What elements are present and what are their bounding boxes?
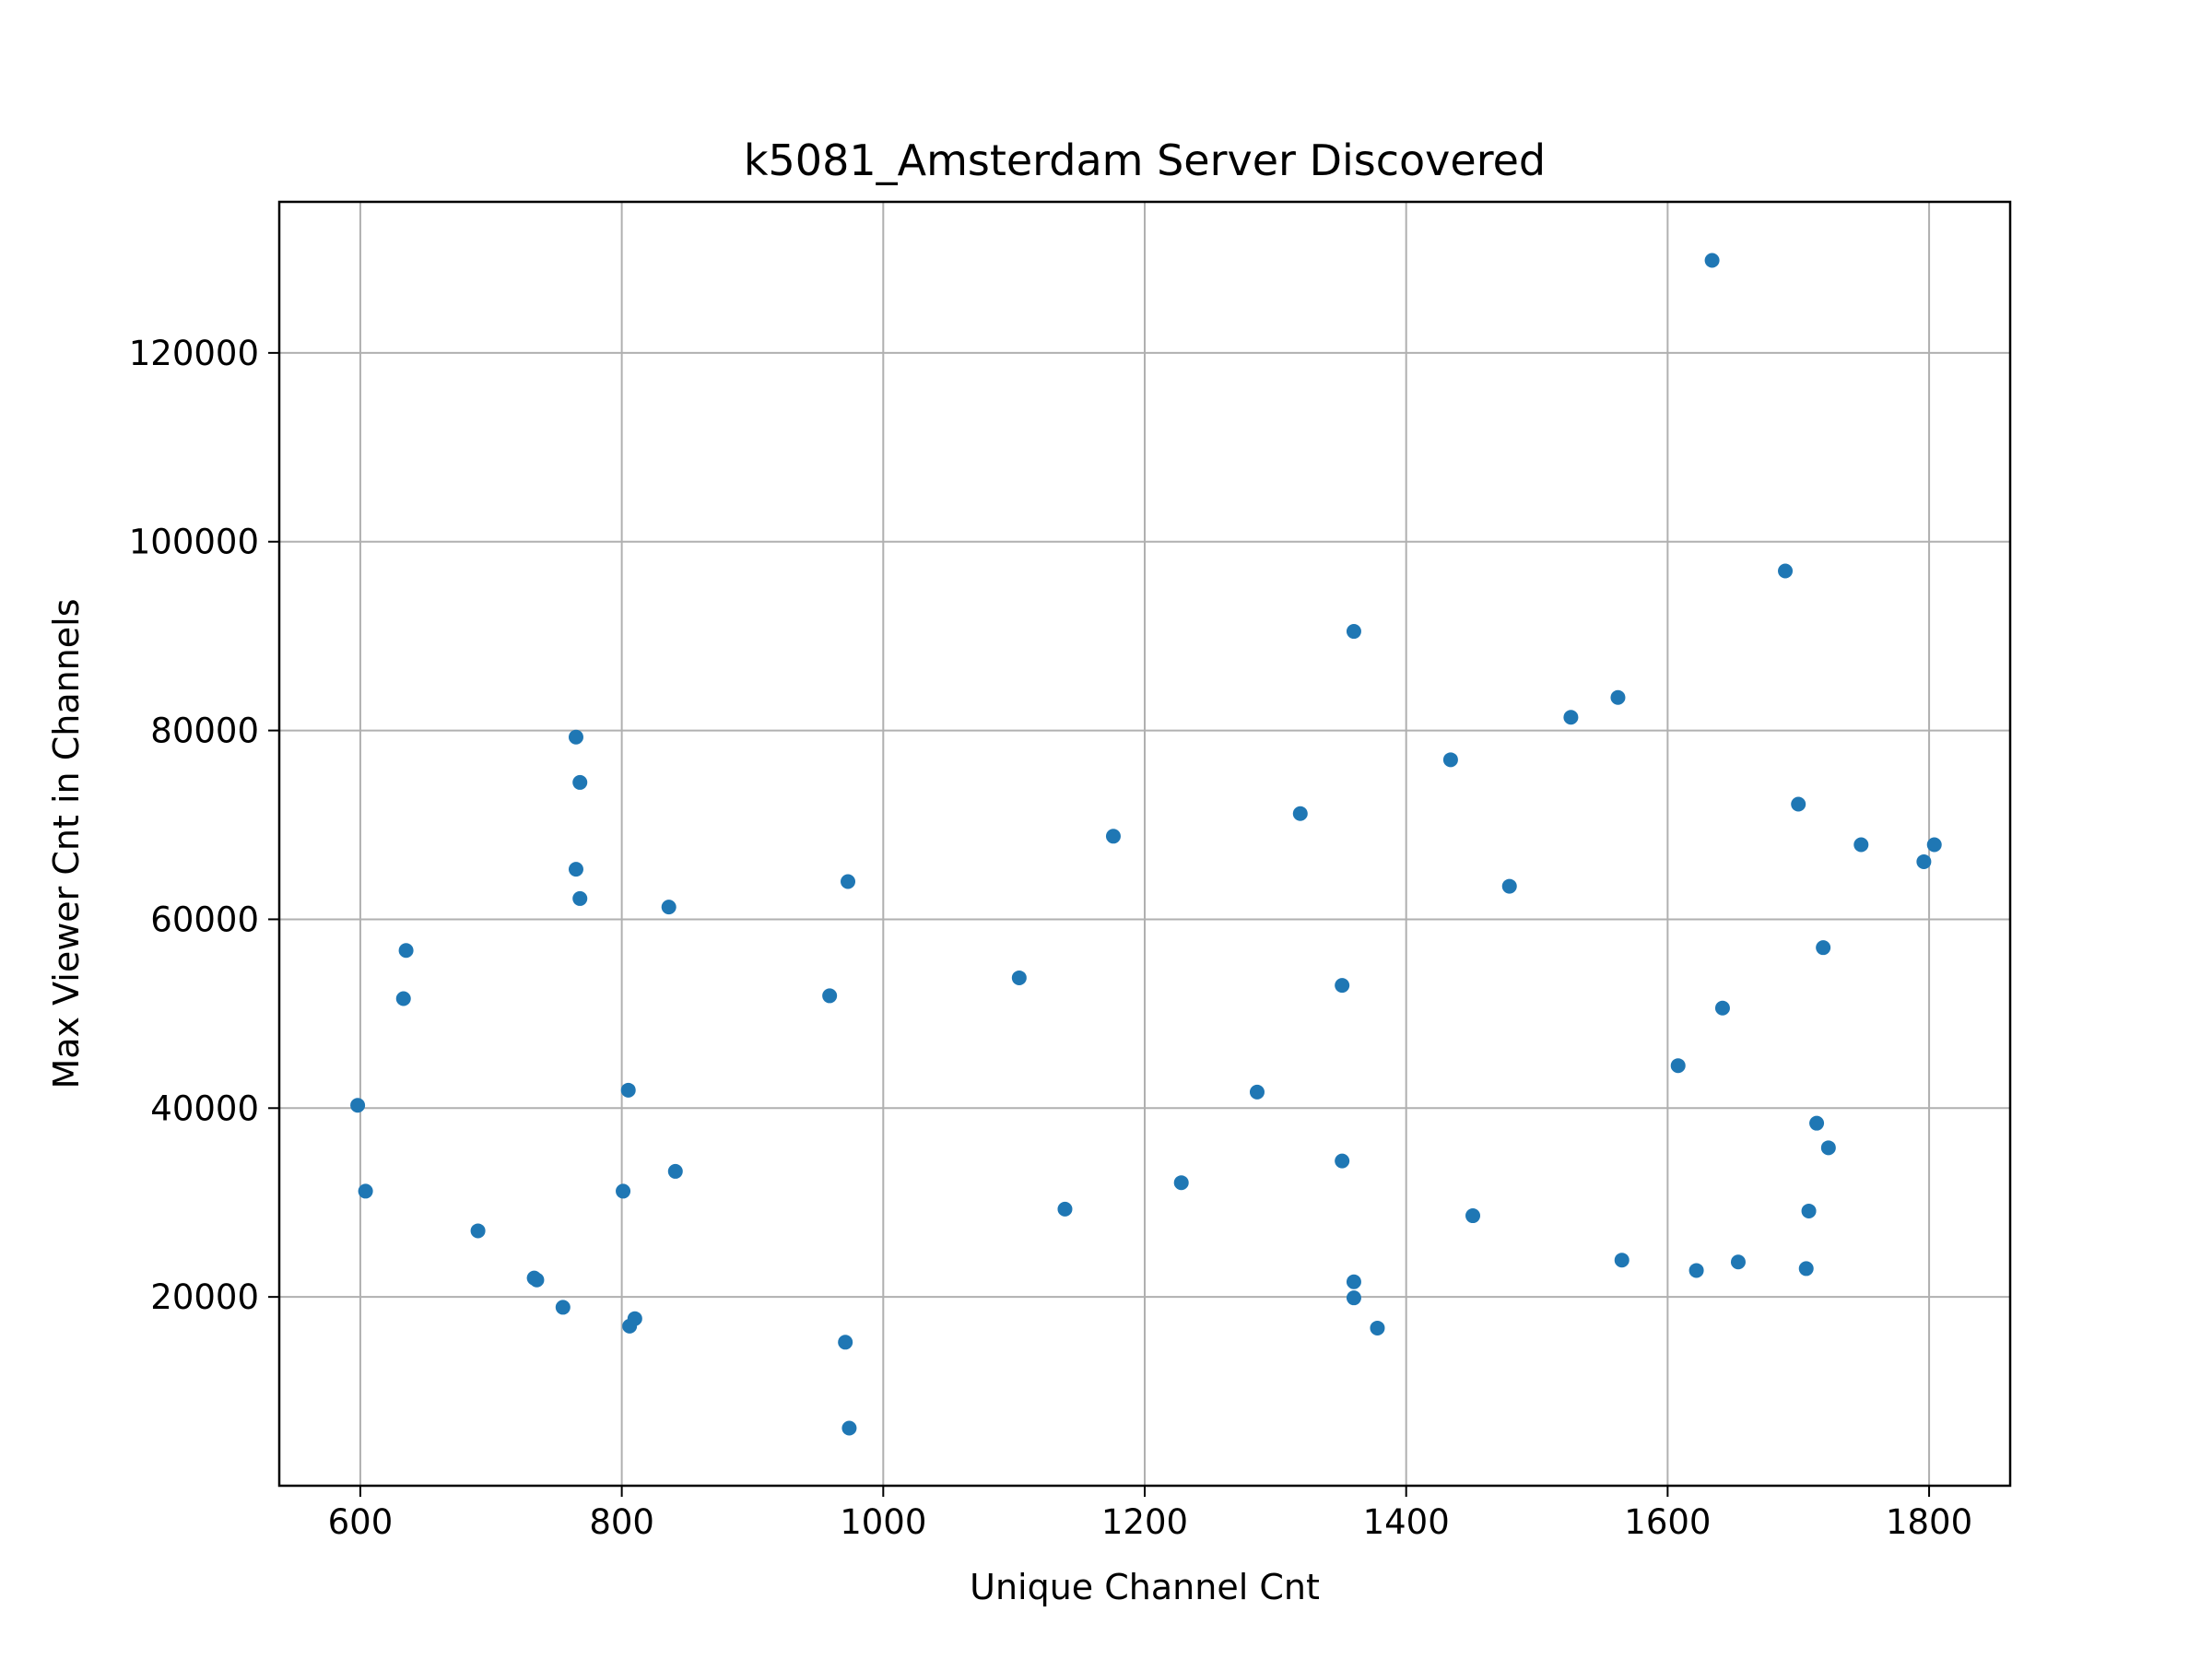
data-point: [1105, 829, 1121, 844]
data-point: [1249, 1084, 1265, 1100]
data-point: [1926, 837, 1942, 853]
data-point: [1335, 978, 1350, 994]
x-tick-label: 600: [328, 1502, 394, 1542]
y-tick-label: 40000: [150, 1088, 259, 1128]
data-point: [395, 991, 411, 1006]
data-point: [1292, 806, 1308, 821]
data-point: [1820, 1140, 1836, 1156]
data-point: [1730, 1254, 1746, 1270]
y-tick-label: 20000: [150, 1277, 259, 1317]
data-point: [1778, 563, 1794, 579]
data-point: [1501, 878, 1517, 894]
data-point: [1346, 1290, 1361, 1306]
data-point: [1465, 1208, 1481, 1224]
data-point: [1442, 752, 1458, 768]
x-tick-label: 1000: [840, 1502, 926, 1542]
data-point: [1670, 1058, 1686, 1074]
data-point: [1614, 1253, 1630, 1268]
data-point: [529, 1272, 545, 1288]
data-point: [572, 890, 588, 906]
data-point: [841, 1420, 857, 1436]
chart-title: k5081_Amsterdam Server Discovered: [744, 135, 1546, 185]
data-point: [841, 874, 856, 889]
data-point: [1801, 1203, 1817, 1218]
y-tick-label: 120000: [129, 334, 259, 373]
x-tick-label: 1200: [1101, 1502, 1188, 1542]
data-point: [350, 1098, 366, 1113]
x-tick-label: 1800: [1886, 1502, 1972, 1542]
data-point: [1335, 1153, 1350, 1169]
data-point: [1346, 624, 1361, 640]
axis-ticks: 600 800 1000 1200 1400 1600 1800 20000 40000 6000…: [129, 334, 1972, 1542]
x-axis-label: Unique Channel Cnt: [970, 1567, 1320, 1607]
data-point: [1688, 1263, 1704, 1278]
data-point: [1346, 1274, 1361, 1289]
y-tick-label: 60000: [150, 900, 259, 939]
grid-lines: [279, 202, 2010, 1486]
y-tick-label: 80000: [150, 712, 259, 751]
data-point: [1370, 1320, 1385, 1335]
data-point: [1610, 689, 1626, 705]
data-point: [358, 1183, 373, 1199]
data-point: [572, 774, 588, 790]
data-point: [398, 943, 414, 959]
data-points: [350, 253, 1942, 1436]
data-point: [1011, 970, 1027, 985]
data-point: [1704, 253, 1720, 268]
data-point: [470, 1223, 486, 1239]
x-tick-label: 800: [589, 1502, 654, 1542]
data-point: [1173, 1175, 1189, 1191]
data-point: [1916, 853, 1932, 869]
data-point: [838, 1335, 853, 1350]
data-point: [1563, 710, 1579, 725]
x-tick-label: 1400: [1363, 1502, 1450, 1542]
data-point: [620, 1082, 636, 1098]
data-point: [555, 1300, 571, 1315]
y-tick-label: 100000: [129, 523, 259, 562]
data-point: [1853, 837, 1869, 853]
data-point: [1714, 1000, 1730, 1016]
data-point: [616, 1183, 631, 1199]
data-point: [822, 988, 838, 1004]
data-point: [1791, 796, 1806, 812]
data-point: [1809, 1115, 1825, 1131]
data-point: [1798, 1261, 1814, 1277]
data-point: [568, 862, 583, 877]
data-point: [627, 1311, 642, 1326]
data-point: [661, 900, 677, 915]
x-tick-label: 1600: [1624, 1502, 1711, 1542]
data-point: [667, 1163, 683, 1179]
data-point: [1057, 1201, 1073, 1217]
data-point: [568, 729, 583, 745]
data-point: [1816, 940, 1831, 956]
y-axis-label: Max Viewer Cnt in Channels: [46, 598, 87, 1088]
